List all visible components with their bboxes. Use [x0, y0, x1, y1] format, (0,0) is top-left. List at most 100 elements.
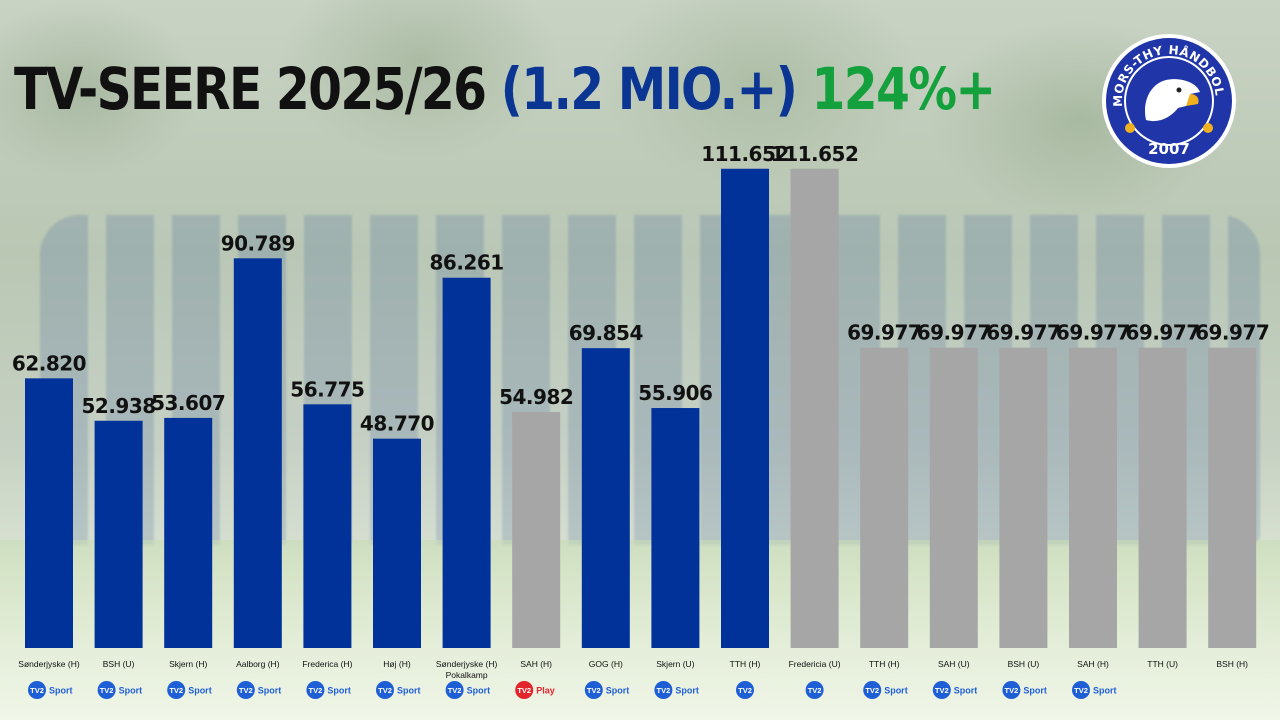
- logo-eagle-beak: [1186, 94, 1199, 106]
- bar-value-label: 86.261: [430, 251, 504, 275]
- category-label: TTH (H): [730, 659, 761, 669]
- category-label: Sønderjyske (H): [436, 659, 498, 669]
- tv2-icon: [306, 681, 325, 699]
- tv2-icon: [376, 681, 394, 699]
- broadcaster-label: Sport: [327, 686, 351, 696]
- bar: [1069, 347, 1117, 648]
- tv2-icon: [1002, 681, 1021, 699]
- broadcaster-badge: TV2 Sport: [28, 681, 73, 699]
- broadcaster-label: Sport: [119, 686, 143, 696]
- category-label: SAH (U): [938, 659, 970, 669]
- tv2-icon-glyph: TV2: [309, 686, 323, 695]
- bar: [581, 348, 630, 648]
- tv2-icon-glyph: TV2: [30, 686, 44, 695]
- tv2-icon: [445, 681, 464, 699]
- category-label: Sønderjyske (H): [18, 659, 80, 669]
- broadcaster-badge: TV2 Sport: [445, 681, 491, 699]
- tv2-icon-glyph: TV2: [1005, 686, 1019, 695]
- broadcaster-label: Sport: [397, 686, 421, 696]
- tv2-icon: [654, 681, 673, 699]
- broadcaster-label: Sport: [675, 686, 699, 696]
- bar: [651, 408, 700, 648]
- title-viewers-total: (1.2 MIO.+): [500, 55, 798, 123]
- background-grass: [0, 540, 1280, 720]
- category-label: Skjern (H): [169, 659, 207, 669]
- background-trees: [0, 0, 1280, 300]
- category-label: Aalborg (H): [236, 659, 280, 669]
- bar-value-label: 54.982: [499, 385, 573, 409]
- bar-value-label: 69.977: [986, 321, 1060, 345]
- bar: [25, 378, 73, 648]
- broadcaster-badge: TV2 Sport: [167, 681, 212, 699]
- bar-value-label: 53.607: [151, 391, 225, 415]
- broadcaster-badge: TV2 Sport: [97, 681, 143, 699]
- broadcaster-badge: TV2 Sport: [1002, 681, 1047, 699]
- tv2-icon-glyph: TV2: [935, 686, 949, 695]
- bar-value-label: 55.906: [638, 381, 712, 405]
- tv2-icon-glyph: TV2: [865, 686, 879, 695]
- bar: [929, 347, 978, 648]
- category-label: GOG (H): [589, 659, 623, 669]
- tv2-icon-glyph: TV2: [657, 686, 671, 695]
- tv2-icon: [863, 681, 882, 699]
- category-label: Fredericia (U): [789, 659, 841, 669]
- logo-eagle-eye: [1176, 87, 1182, 93]
- category-sublabel: Pokalkamp: [446, 670, 488, 680]
- broadcaster-label: Sport: [1023, 686, 1047, 696]
- broadcaster-badge: TV2 Play: [515, 681, 555, 699]
- category-label: SAH (H): [520, 659, 552, 669]
- tv2-icon: [1072, 681, 1090, 699]
- bar-value-label: 48.770: [360, 412, 434, 436]
- bar-value-label: 90.789: [221, 231, 295, 255]
- logo-inner-ring: [1124, 56, 1214, 146]
- broadcaster-badge: TV2 Sport: [236, 681, 282, 699]
- broadcaster-badge: TV2 Sport: [1072, 681, 1117, 699]
- tv2-icon-glyph: TV2: [1074, 686, 1088, 695]
- tv2-icon: [28, 681, 46, 699]
- bar-value-label: 52.938: [82, 394, 156, 418]
- bar-value-label: 111.652: [771, 142, 859, 166]
- tv2-icon-glyph: TV2: [808, 686, 822, 695]
- broadcaster-label: Sport: [467, 686, 491, 696]
- bar: [512, 412, 561, 648]
- bar-value-label: 62.820: [12, 351, 86, 375]
- bar: [233, 258, 282, 648]
- broadcaster-label: Sport: [258, 686, 282, 696]
- category-label: BSH (U): [1008, 659, 1040, 669]
- club-logo: MORS-THY HÅNDBOLD 2007: [1100, 32, 1236, 168]
- broadcaster-badge: TV2: [805, 681, 824, 699]
- tv2-icon-glyph: TV2: [239, 686, 253, 695]
- bar: [1138, 347, 1187, 648]
- bar-value-label: 69.977: [1195, 321, 1269, 345]
- tv2-icon: [584, 681, 603, 699]
- broadcaster-label: Play: [536, 686, 555, 696]
- tv2-icon-glyph: TV2: [100, 686, 114, 695]
- bar: [999, 347, 1048, 648]
- tv2-icon: [932, 681, 951, 699]
- bar: [721, 168, 769, 649]
- bar: [303, 404, 352, 648]
- category-label: TTH (U): [1147, 659, 1178, 669]
- tv2-icon: [736, 681, 754, 699]
- category-label: BSH (H): [1216, 659, 1248, 669]
- page-title: TV-SEERE 2025/26 (1.2 MIO.+) 124%+: [14, 54, 997, 124]
- broadcaster-label: Sport: [884, 686, 908, 696]
- logo-eagle-head: [1144, 79, 1200, 122]
- broadcaster-badge: TV2 Sport: [932, 681, 977, 699]
- broadcaster-label: Sport: [49, 686, 73, 696]
- bar: [442, 277, 491, 648]
- broadcaster-label: Sport: [188, 686, 212, 696]
- bar-value-label: 69.977: [917, 321, 991, 345]
- bar: [790, 168, 839, 649]
- title-growth-percent: 124%+: [811, 55, 997, 123]
- bar-value-label: 111.652: [701, 142, 789, 166]
- tv2-icon-glyph: TV2: [169, 686, 183, 695]
- bar-value-label: 56.775: [290, 377, 364, 401]
- broadcaster-badge: TV2 Sport: [584, 681, 629, 699]
- category-label: BSH (U): [103, 659, 135, 669]
- category-label: SAH (H): [1077, 659, 1109, 669]
- category-label: Skjern (U): [656, 659, 694, 669]
- tv2-icon: [167, 681, 186, 699]
- tv2-icon: [805, 681, 824, 699]
